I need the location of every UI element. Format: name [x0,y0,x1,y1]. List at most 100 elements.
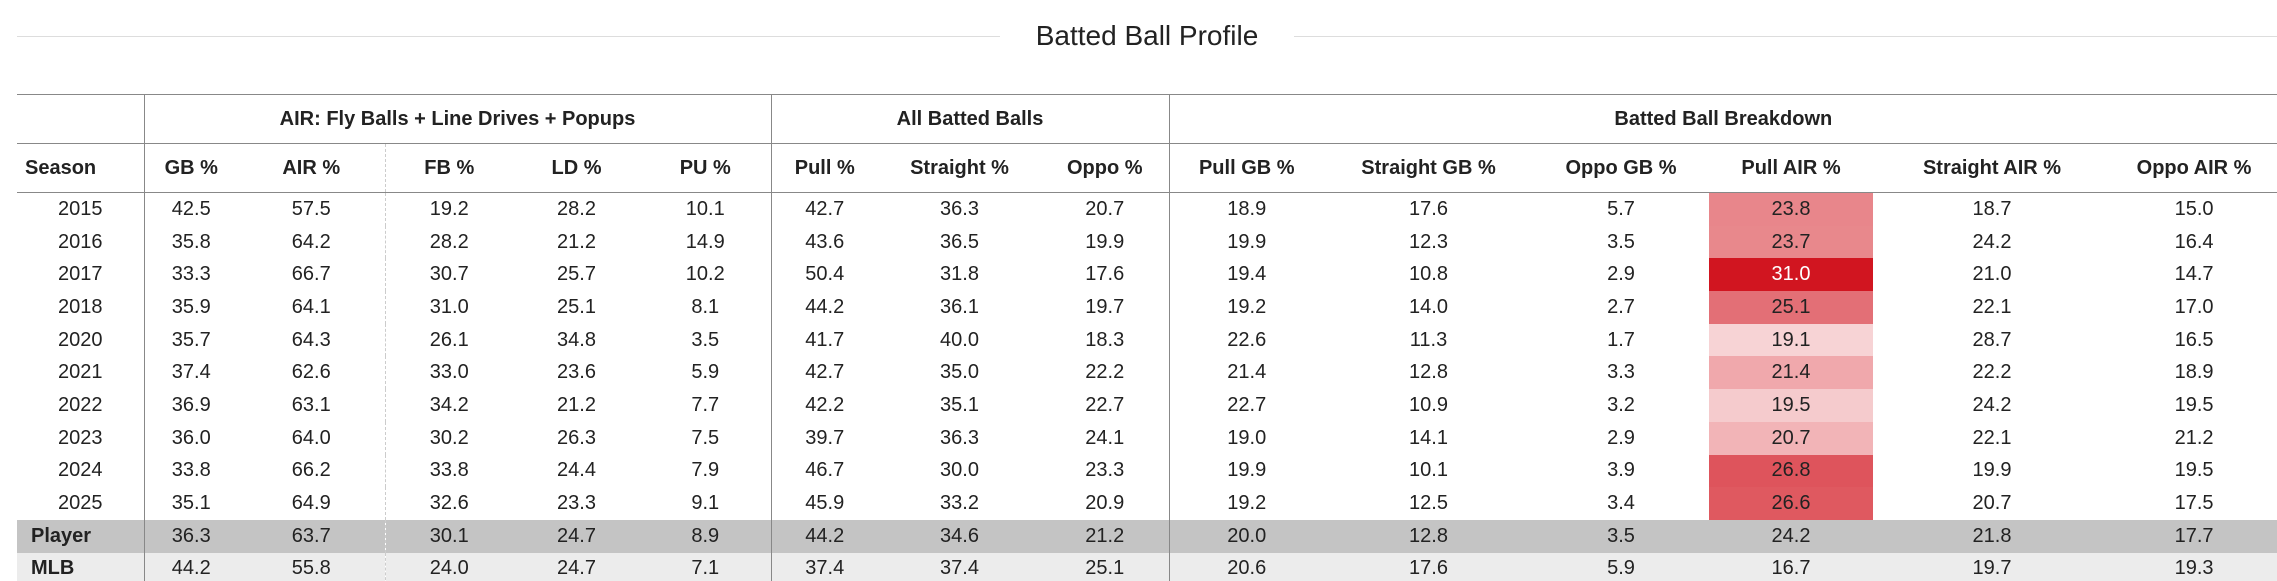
cell: 36.0 [143,421,238,455]
cell: 24.7 [557,524,596,547]
cell: 42.2 [770,389,879,422]
cell: 20.0 [1168,519,1325,553]
cell: 1.7 [1607,328,1635,351]
cell: 24.2 [1972,230,2012,253]
cell: 5.9 [691,361,720,384]
cell: 25.7 [557,263,596,286]
cell: 17.5 [2174,492,2214,515]
cell: 17.6 [1085,263,1125,286]
column-header: Pull % [770,143,879,193]
cell: 28.2 [384,225,513,259]
cell: 37.4 [940,557,979,580]
cell: 12.5 [1409,492,1448,515]
cell: 19.4 [1168,258,1325,292]
cell: 18.7 [1972,197,2012,220]
cell: 45.9 [770,487,879,520]
column-header: Pull AIR % [1709,143,1874,193]
group-header: Batted Ball Breakdown [1168,94,2277,144]
table-row: Player 36.3 63.7 30.1 24.7 8.9 44.2 34.6 21.2 20.… [17,519,2277,553]
cell: 41.7 [770,323,879,357]
cell: 25.1 [1709,291,1874,324]
cell: 24.1 [1085,426,1125,449]
cell: 7.1 [691,557,720,580]
cell: 36.5 [940,230,979,253]
cell: 24.2 [1771,524,1811,547]
table-row: MLB 44.2 55.8 24.0 24.7 7.1 37.4 37.4 25.1 20.6 17… [17,552,2277,581]
cell: 18.3 [1085,328,1125,351]
cell: 17.7 [2174,524,2214,547]
cell: 14.1 [1409,426,1448,449]
cell: 46.7 [770,454,879,488]
cell: 64.2 [291,230,331,253]
column-header: Oppo % [1041,143,1170,193]
cell: 16.7 [1771,557,1811,580]
cell: 2.7 [1607,295,1635,318]
table-body: 2015 42.5 57.5 19.2 28.2 10.1 42.7 36.3 20.7 18.9… [17,192,2277,581]
cell: 15.0 [2174,197,2214,220]
cell: 24.2 [1972,393,2012,416]
cell: 35.0 [940,361,979,384]
cell: 3.5 [1607,524,1635,547]
cell: 25.1 [1085,557,1125,580]
cell: 21.2 [2174,426,2214,449]
column-header-row: Season GB % AIR % FB % LD % PU % Pull % Straigh… [17,143,2277,193]
row-label: Player [31,524,92,547]
cell: 42.5 [143,192,238,226]
title: Batted Ball Profile [1035,20,1259,51]
cell: 36.3 [940,197,979,220]
cell: 3.5 [691,328,720,351]
cell: 14.0 [1409,295,1448,318]
cell: 2.9 [1607,263,1635,286]
table-row: 2016 35.8 64.2 28.2 21.2 14.9 43.6 36.5 19.9 19.9… [17,225,2277,259]
cell: 26.1 [384,323,513,357]
cell: 21.4 [1168,356,1325,390]
column-header: Oppo GB % [1533,143,1710,193]
cell: 16.5 [2174,328,2214,351]
cell: 39.7 [770,421,879,455]
cell: 21.2 [557,393,596,416]
cell: 19.5 [2174,393,2214,416]
cell: 10.1 [1409,459,1448,482]
row-label: 2024 [58,459,103,482]
cell: 10.9 [1409,393,1448,416]
cell: 10.2 [685,263,725,286]
cell: 44.2 [770,291,879,324]
cell: 33.8 [384,454,513,488]
cell: 62.6 [291,361,331,384]
cell: 31.0 [384,291,513,324]
cell: 36.1 [940,295,979,318]
cell: 3.4 [1607,492,1635,515]
cell: 18.9 [1168,192,1325,226]
cell: 3.5 [1607,230,1635,253]
cell: 19.9 [1168,454,1325,488]
column-header: Straight AIR % [1873,143,2112,193]
cell: 19.5 [1709,389,1874,422]
cell: 19.2 [1168,487,1325,520]
cell: 30.1 [384,519,513,553]
cell: 37.4 [143,356,238,390]
table-row: 2025 35.1 64.9 32.6 23.3 9.1 45.9 33.2 20.9 19.2 1… [17,487,2277,520]
cell: 17.0 [2174,295,2214,318]
cell: 26.8 [1709,454,1874,488]
cell: 31.0 [1709,258,1874,292]
cell: 40.0 [940,328,979,351]
cell: 21.2 [557,230,596,253]
row-label: 2016 [58,230,103,253]
cell: 33.3 [143,258,238,292]
cell: 11.3 [1409,328,1448,351]
table-row: 2024 33.8 66.2 33.8 24.4 7.9 46.7 30.0 23.3 19.9 1… [17,454,2277,488]
cell: 64.9 [291,492,331,515]
cell: 12.8 [1409,524,1448,547]
cell: 63.7 [291,524,331,547]
rule [1294,35,2277,37]
cell: 23.8 [1709,192,1874,226]
cell: 7.5 [691,426,720,449]
group-header-row: AIR: Fly Balls + Line Drives + Popups All… [17,94,2277,144]
cell: 30.7 [384,258,513,292]
table-row: 2017 33.3 66.7 30.7 25.7 10.2 50.4 31.8 17.6 19.4… [17,258,2277,292]
table-row: 2023 36.0 64.0 30.2 26.3 7.5 39.7 36.3 24.1 19.0 1… [17,421,2277,455]
table-row: 2015 42.5 57.5 19.2 28.2 10.1 42.7 36.3 20.7 18.9… [17,192,2277,226]
cell: 3.2 [1607,393,1635,416]
cell: 21.4 [1709,356,1874,390]
cell: 5.9 [1607,557,1635,580]
